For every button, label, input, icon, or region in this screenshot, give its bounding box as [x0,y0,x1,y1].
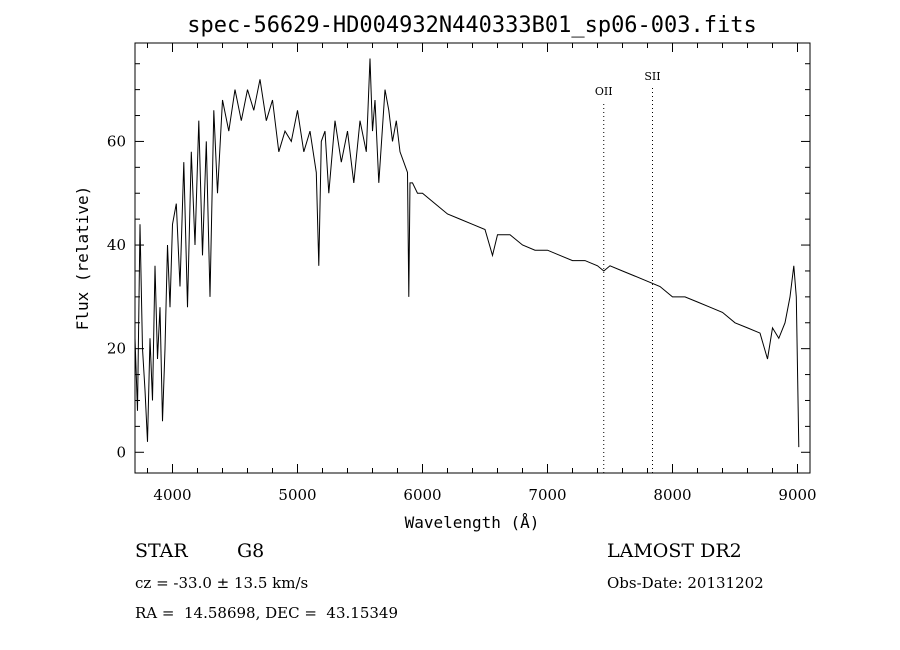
x-tick-label: 4000 [153,486,191,504]
x-tick-label: 6000 [403,486,441,504]
survey-name: LAMOST DR2 [607,540,742,562]
y-tick-label: 20 [107,340,126,358]
object-subclass: G8 [237,540,265,562]
redshift-line: cz = -33.0 ± 13.5 km/s [135,574,309,592]
emission-marker-label: OII [595,85,613,98]
observation-date: Obs-Date: 20131202 [607,574,764,592]
plot-frame [134,42,811,474]
object-class: STAR [135,540,188,562]
spectrum-line [134,58,800,448]
x-axis-label: Wavelength (Å) [405,513,540,532]
x-tick-label: 7000 [528,486,566,504]
coordinates-line: RA = 14.58698, DEC = 43.15349 [135,604,399,622]
y-axis-label: Flux (relative) [73,186,92,331]
emission-line-markers: OII SII [595,70,661,473]
x-tick-label: 9000 [778,486,816,504]
y-tick-label: 40 [107,236,126,254]
y-tick-label: 60 [107,132,126,150]
x-tick-label: 8000 [653,486,691,504]
emission-marker-label: SII [644,70,660,83]
chart-title: spec-56629-HD004932N440333B01_sp06-003.f… [187,13,757,38]
axis-ticks: 4000 5000 6000 7000 8000 9000 0 20 40 60 [107,43,817,504]
y-tick-label: 0 [116,443,126,461]
x-tick-label: 5000 [278,486,316,504]
